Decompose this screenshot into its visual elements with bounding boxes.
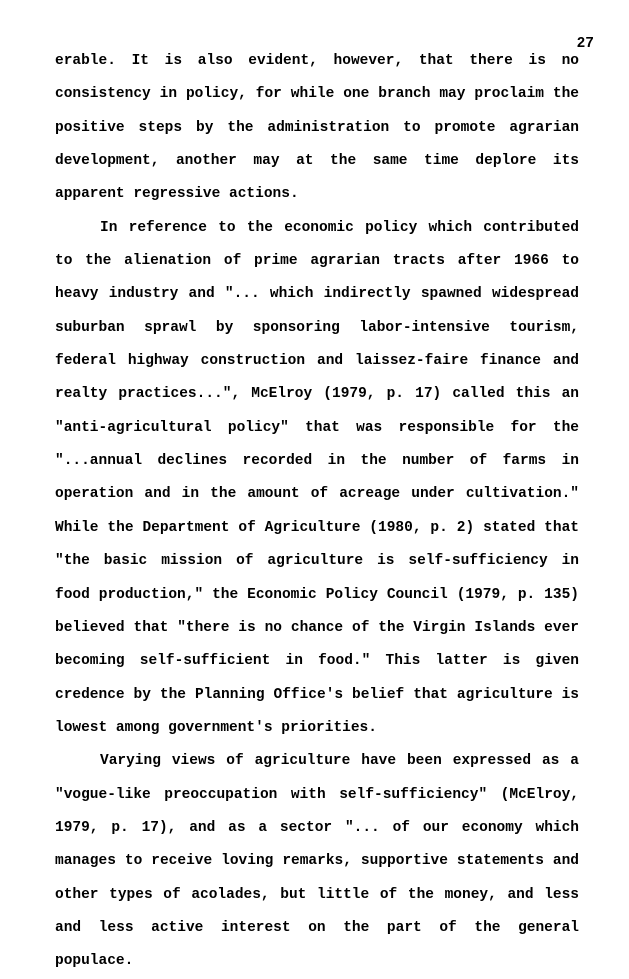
paragraph-1: erable. It is also evident, however, tha… — [55, 45, 579, 212]
paragraph-2: In reference to the economic policy whic… — [55, 212, 579, 746]
page-number: 27 — [577, 28, 594, 61]
paragraph-3: Varying views of agriculture have been e… — [55, 745, 579, 978]
